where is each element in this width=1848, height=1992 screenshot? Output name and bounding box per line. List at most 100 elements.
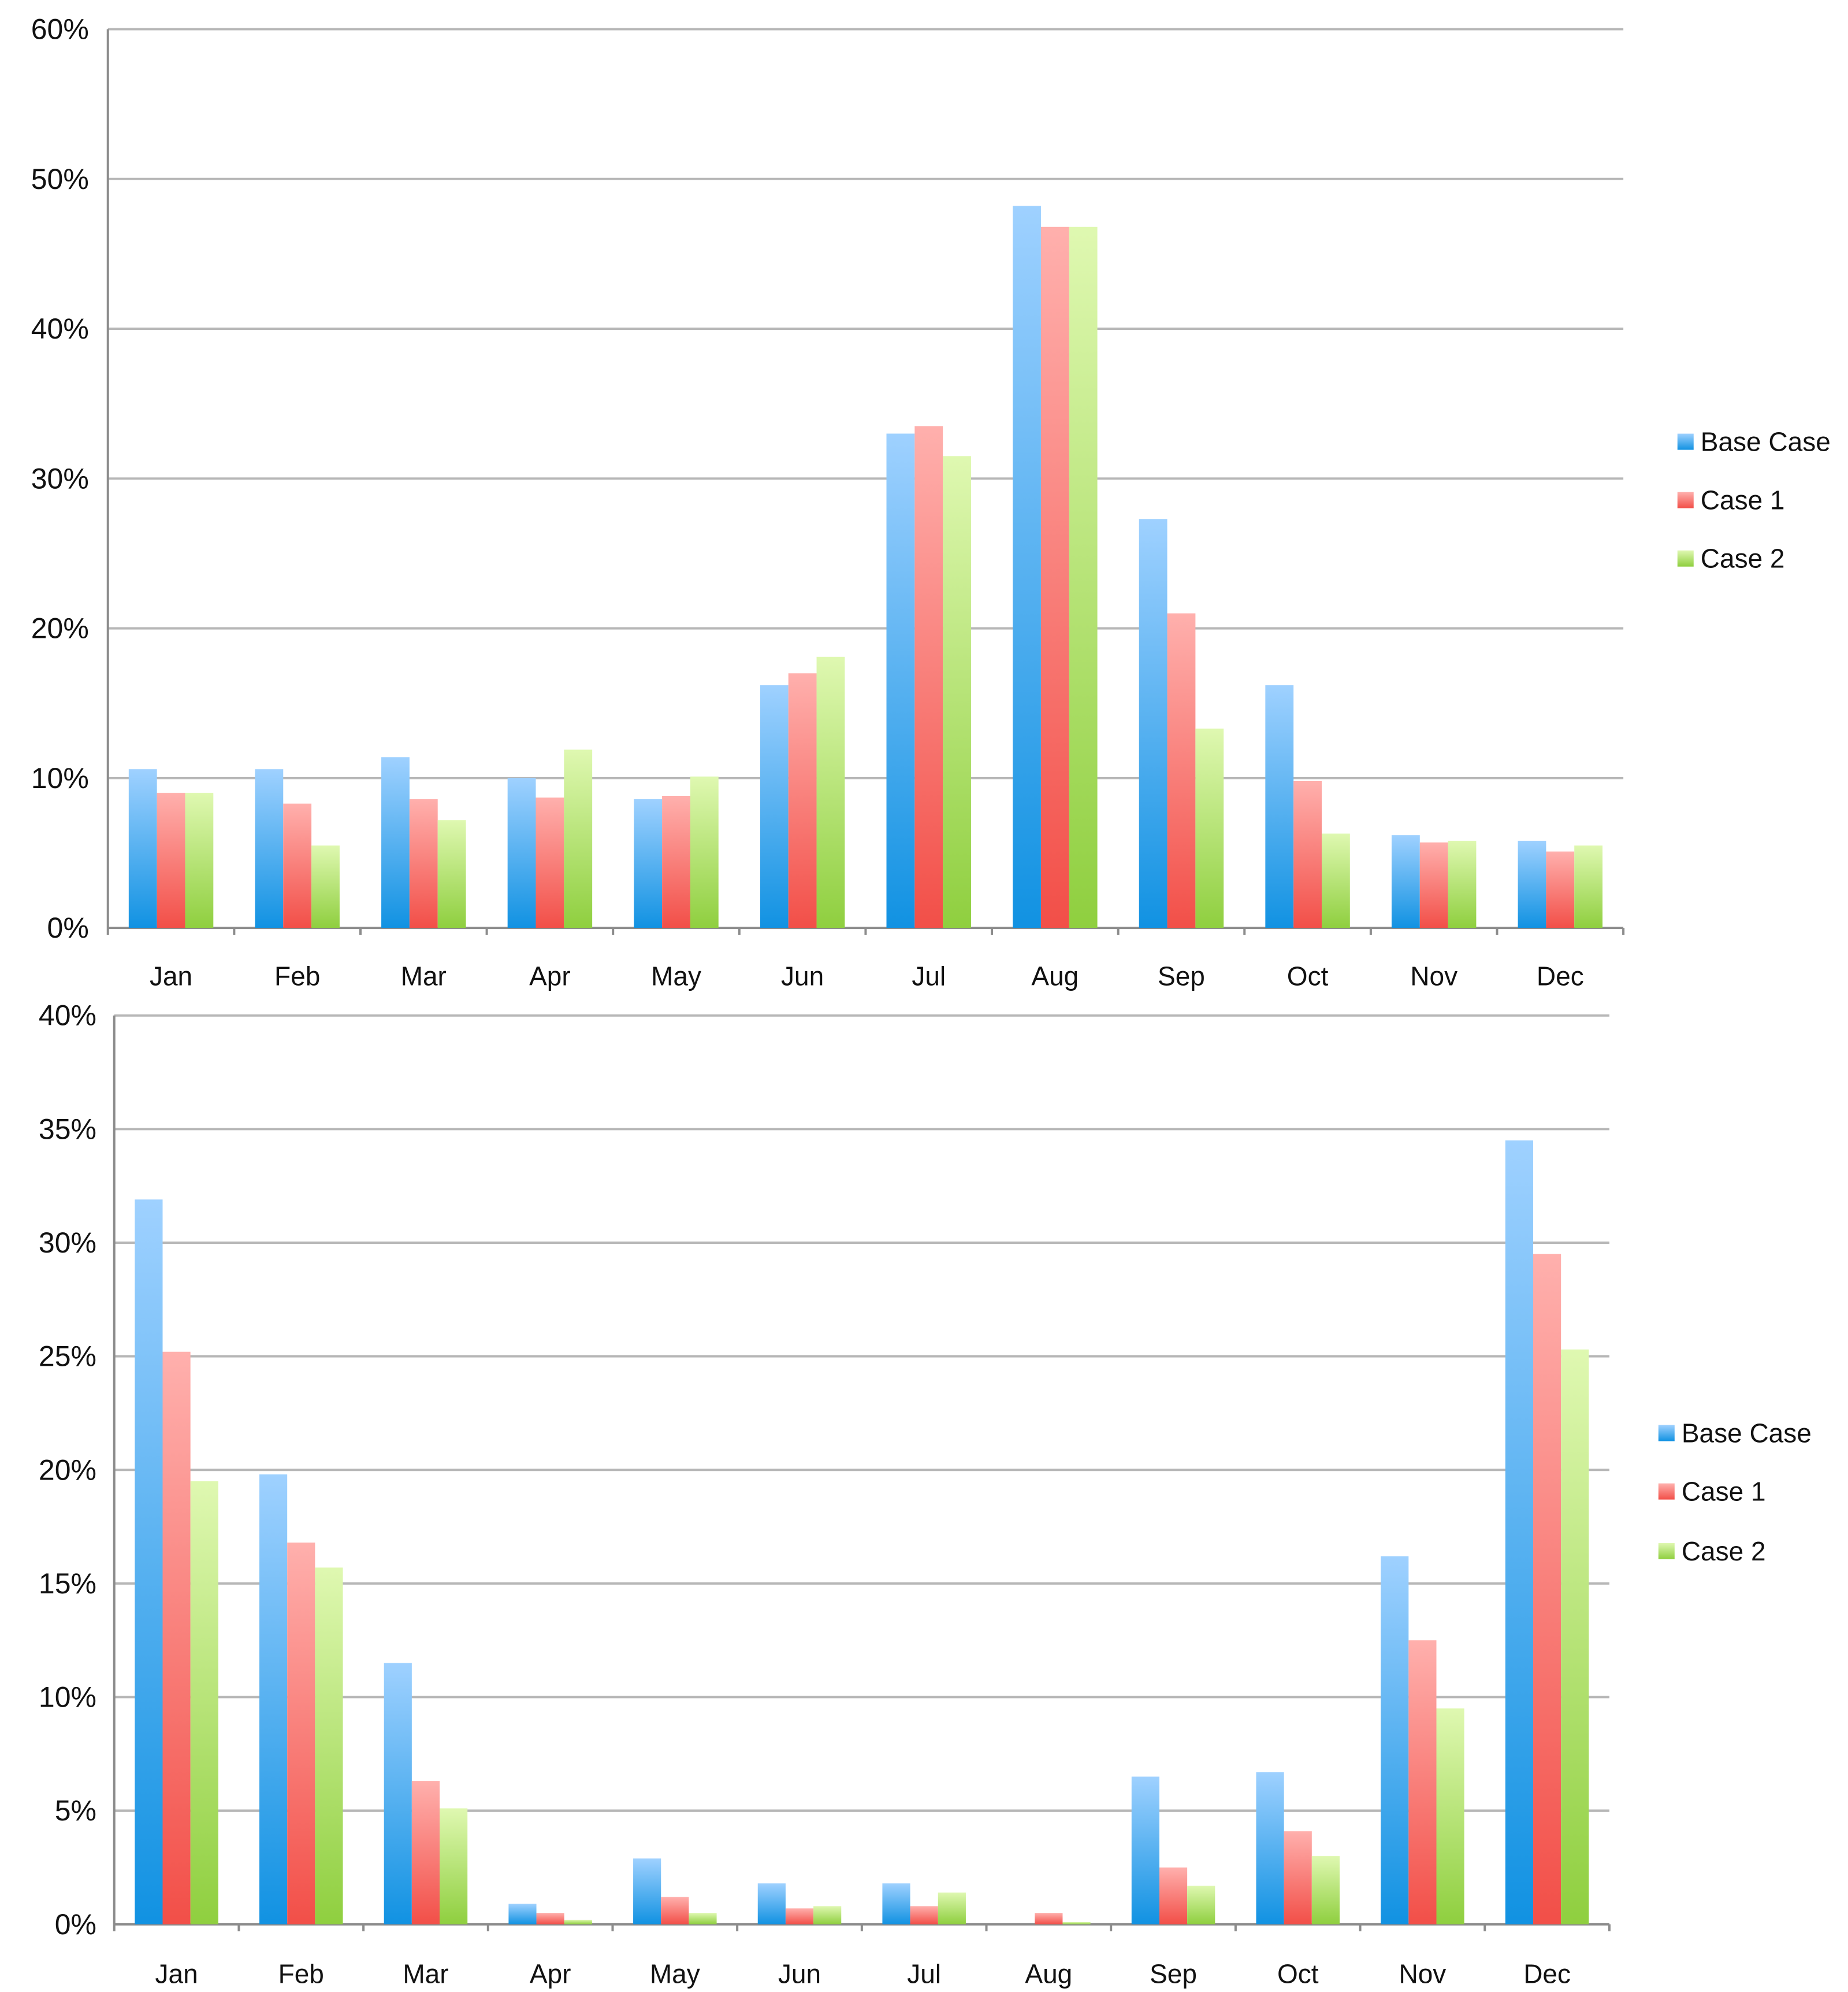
x-tick-label: Jan xyxy=(150,961,192,991)
bar-case-1-dec xyxy=(1546,851,1575,928)
bar-case-2-nov xyxy=(1436,1708,1464,1924)
legend-swatch xyxy=(1677,433,1694,450)
bar-case-2-sep xyxy=(1195,729,1224,928)
bar-base-case-mar xyxy=(381,757,410,928)
bar-case-1-jul xyxy=(914,426,943,928)
bar-case-1-apr xyxy=(536,1913,564,1924)
x-tick-label: Mar xyxy=(403,1959,448,1989)
bar-base-case-dec xyxy=(1505,1140,1534,1924)
bar-case-2-nov xyxy=(1448,841,1477,928)
y-tick-label: 30% xyxy=(39,1227,96,1259)
bar-case-2-feb xyxy=(315,1567,343,1924)
bar-base-case-mar xyxy=(384,1663,412,1924)
x-tick-label: Jul xyxy=(907,1959,941,1989)
bar-base-case-jun xyxy=(760,685,789,928)
y-tick-label: 40% xyxy=(31,313,89,345)
bar-base-case-dec xyxy=(1518,841,1546,928)
bar-case-1-oct xyxy=(1284,1831,1312,1924)
legend-label: Case 1 xyxy=(1682,1477,1766,1507)
x-tick-label: Dec xyxy=(1523,1959,1571,1989)
bar-case-1-sep xyxy=(1159,1867,1188,1924)
y-tick-label: 40% xyxy=(39,999,96,1032)
bar-case-2-oct xyxy=(1321,833,1350,928)
x-tick-label: Jul xyxy=(912,961,946,991)
x-tick-label: Feb xyxy=(278,1959,324,1989)
bar-case-2-apr xyxy=(564,1919,592,1924)
x-tick-label: Jun xyxy=(778,1959,821,1989)
chart-2: 0% 5% 10% 15% 20% 25% 30% 35% 40% Jan Feb Mar Apr May… xyxy=(39,999,1812,1989)
x-tick-label: Oct xyxy=(1287,961,1329,991)
bar-case-2-jun xyxy=(816,656,845,928)
legend-swatch xyxy=(1658,1543,1675,1559)
y-tick-label: 5% xyxy=(55,1794,96,1827)
bar-case-2-sep xyxy=(1187,1885,1215,1924)
bar-case-2-jun xyxy=(813,1906,842,1924)
bar-case-2-mar xyxy=(437,820,466,928)
bar-case-2-dec xyxy=(1561,1349,1589,1924)
bar-case-1-nov xyxy=(1408,1640,1437,1924)
bar-base-case-may xyxy=(633,1858,661,1924)
legend: Base Case Case 1 Case 2 xyxy=(1658,1418,1812,1566)
bar-base-case-apr xyxy=(508,1904,537,1924)
bar-base-case-oct xyxy=(1265,685,1294,928)
x-tick-label: Dec xyxy=(1537,961,1584,991)
bar-base-case-sep xyxy=(1139,519,1167,928)
bar-case-2-apr xyxy=(564,749,593,928)
bar-case-1-dec xyxy=(1533,1254,1561,1924)
x-tick-label: Aug xyxy=(1025,1959,1072,1989)
bar-case-1-may xyxy=(661,1897,689,1924)
bar-base-case-feb xyxy=(255,769,284,928)
x-tick-label: May xyxy=(650,1959,700,1989)
bar-case-2-mar xyxy=(440,1808,468,1924)
bar-case-1-may xyxy=(662,796,690,928)
bar-base-case-feb xyxy=(259,1474,288,1924)
bar-case-2-jul xyxy=(938,1892,966,1924)
y-tick-label: 60% xyxy=(31,13,89,46)
chart-1: 0% 10% 20% 30% 40% 50% 60% Jan Feb Mar Apr May Jun Ju… xyxy=(31,13,1831,991)
legend-swatch xyxy=(1677,492,1694,508)
bar-base-case-nov xyxy=(1381,1556,1409,1924)
y-tick-label: 10% xyxy=(39,1681,96,1714)
bar-case-1-feb xyxy=(287,1543,315,1924)
bar-base-case-jan xyxy=(128,769,157,928)
legend-swatch xyxy=(1677,550,1694,567)
bar-case-1-aug xyxy=(1035,1913,1063,1924)
x-tick-label: Apr xyxy=(530,1959,571,1989)
legend-label: Case 2 xyxy=(1701,544,1785,574)
y-tick-label: 30% xyxy=(31,462,89,495)
bar-case-1-sep xyxy=(1167,613,1196,928)
bar-base-case-sep xyxy=(1131,1777,1159,1924)
legend-label: Case 2 xyxy=(1682,1536,1766,1566)
legend-label: Base Case xyxy=(1701,427,1831,457)
bar-case-2-may xyxy=(689,1913,717,1924)
bar-case-1-apr xyxy=(536,797,564,928)
bar-case-2-feb xyxy=(311,845,340,928)
bar-base-case-aug xyxy=(1013,206,1041,928)
bar-base-case-may xyxy=(634,799,663,928)
y-tick-label: 0% xyxy=(55,1908,96,1941)
bar-case-2-aug xyxy=(1062,1922,1091,1924)
y-tick-label: 0% xyxy=(47,912,89,944)
y-tick-label: 25% xyxy=(39,1340,96,1373)
y-tick-label: 35% xyxy=(39,1113,96,1145)
bar-case-2-jan xyxy=(185,793,214,928)
legend-swatch xyxy=(1658,1483,1675,1500)
x-tick-label: Nov xyxy=(1399,1959,1447,1989)
legend-label: Case 1 xyxy=(1701,485,1785,515)
bar-case-1-nov xyxy=(1419,842,1448,928)
x-tick-label: Sep xyxy=(1150,1959,1197,1989)
x-tick-label: May xyxy=(651,961,701,991)
bar-base-case-jan xyxy=(135,1199,163,1924)
bar-base-case-nov xyxy=(1391,835,1420,928)
bar-case-1-mar xyxy=(409,799,438,928)
x-tick-label: Jun xyxy=(781,961,824,991)
bar-base-case-jul xyxy=(882,1883,910,1924)
bar-case-1-jan xyxy=(162,1351,191,1924)
x-tick-label: Feb xyxy=(274,961,320,991)
bar-case-1-feb xyxy=(283,803,312,928)
bar-case-2-jul xyxy=(943,456,971,928)
legend: Base Case Case 1 Case 2 xyxy=(1677,427,1831,574)
y-tick-label: 20% xyxy=(31,612,89,645)
bar-case-2-aug xyxy=(1069,226,1098,928)
